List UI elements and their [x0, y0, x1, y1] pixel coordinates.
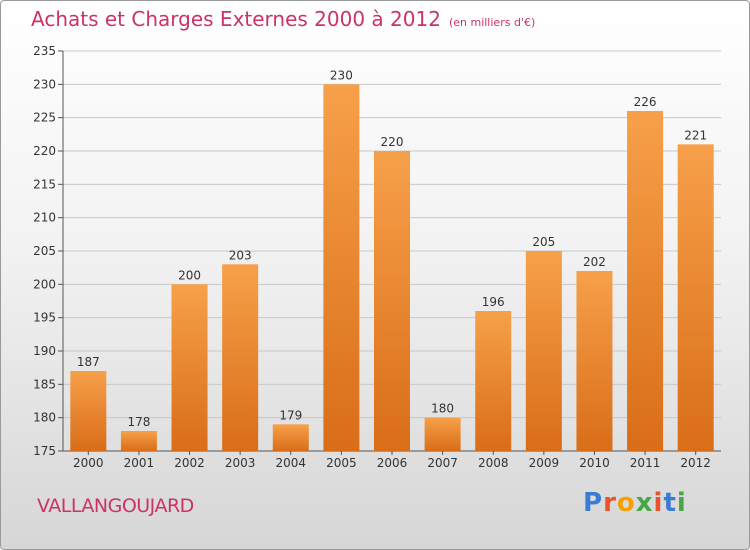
y-tick-label: 205 [33, 244, 56, 258]
x-tick-label: 2000 [73, 456, 104, 470]
bar-value-label: 203 [229, 248, 252, 262]
labels: 175 180 185 190 195 200 205 210 215 220 225 230 235 1… [33, 44, 711, 470]
y-tick-label: 215 [33, 177, 56, 191]
bar-value-label: 200 [178, 268, 201, 282]
y-tick-label: 230 [33, 77, 56, 91]
logo-letter: P [583, 488, 604, 518]
y-tick-label: 190 [33, 344, 56, 358]
logo-letter: i [676, 488, 687, 518]
x-tick-label: 2012 [680, 456, 711, 470]
bar-value-label: 179 [279, 408, 302, 422]
bar-value-label: 196 [482, 295, 505, 309]
bar [424, 417, 461, 451]
chart-subtitle: (en milliers d'€) [448, 16, 536, 29]
proxiti-logo[interactable]: Proxiti [583, 488, 687, 518]
x-tick-label: 2008 [478, 456, 509, 470]
x-tick-label: 2001 [124, 456, 155, 470]
chart-title-text: Achats et Charges Externes 2000 à 2012 [31, 7, 441, 31]
y-tick-label: 175 [33, 444, 56, 458]
logo-letter: t [663, 488, 677, 518]
x-tick-label: 2003 [225, 456, 256, 470]
bar-value-label: 205 [532, 235, 555, 249]
bar-value-label: 226 [634, 95, 657, 109]
y-tick-label: 200 [33, 277, 56, 291]
logo-letter: o [616, 488, 636, 518]
y-tick-label: 210 [33, 211, 56, 225]
bar [120, 431, 157, 451]
bar-value-label: 220 [381, 135, 404, 149]
bar-value-label: 202 [583, 255, 606, 269]
logo-letter: r [603, 488, 617, 518]
bar [627, 111, 664, 451]
bar-value-label: 178 [127, 415, 150, 429]
y-tick-label: 235 [33, 44, 56, 58]
y-tick-label: 195 [33, 311, 56, 325]
bar-value-label: 180 [431, 402, 454, 416]
bar [70, 371, 107, 451]
x-tick-label: 2004 [275, 456, 306, 470]
bar [272, 424, 309, 451]
logo-letter: i [653, 488, 664, 518]
chart-title: Achats et Charges Externes 2000 à 2012 (e… [31, 7, 535, 31]
x-tick-label: 2007 [427, 456, 458, 470]
y-tick-label: 220 [33, 144, 56, 158]
x-tick-label: 2006 [377, 456, 408, 470]
bar [171, 284, 208, 451]
bar-value-label: 187 [77, 355, 100, 369]
bar [323, 84, 360, 451]
y-tick-label: 185 [33, 377, 56, 391]
logo-letter: x [635, 488, 654, 518]
bar [475, 311, 512, 451]
bar [222, 264, 259, 451]
bar [576, 271, 613, 451]
x-tick-label: 2005 [326, 456, 357, 470]
y-tick-label: 225 [33, 111, 56, 125]
x-tick-label: 2002 [174, 456, 205, 470]
bar [525, 251, 562, 451]
commune-name: VALLANGOUJARD [37, 495, 194, 517]
bars [70, 84, 714, 452]
x-tick-label: 2009 [529, 456, 560, 470]
x-tick-label: 2011 [630, 456, 661, 470]
x-tick-label: 2010 [579, 456, 610, 470]
bar-value-label: 221 [684, 128, 707, 142]
bar [677, 144, 714, 452]
bar [374, 151, 410, 451]
y-tick-label: 180 [33, 411, 56, 425]
bar-value-label: 230 [330, 68, 353, 82]
